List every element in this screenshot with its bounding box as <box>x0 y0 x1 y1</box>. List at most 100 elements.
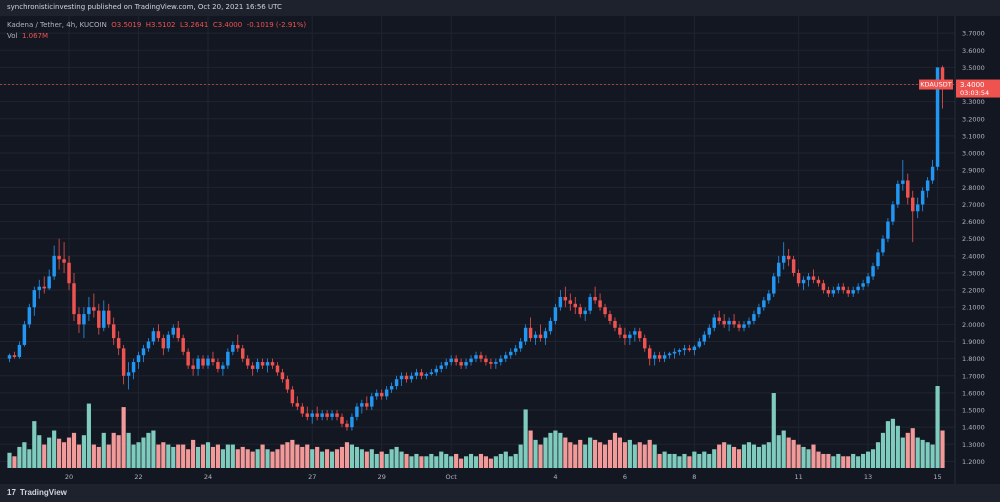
candle-body <box>553 307 558 321</box>
volume-bar <box>310 449 315 468</box>
chart-grid <box>0 16 955 470</box>
volume-bar <box>588 437 593 468</box>
volume-bar <box>439 451 444 468</box>
candle-body <box>513 348 518 352</box>
candle-body <box>772 276 776 294</box>
volume-bar <box>508 456 513 468</box>
volume-bar <box>106 444 111 468</box>
price-tick-label: 2.3000 <box>962 269 985 277</box>
volume-bar <box>176 444 181 468</box>
candle-body <box>67 262 71 284</box>
volume-bar <box>756 446 761 468</box>
volume-bar <box>275 449 280 468</box>
candle-body <box>439 365 443 369</box>
volume-bar <box>920 439 925 468</box>
candle-body <box>781 255 786 263</box>
volume-bar <box>295 444 300 468</box>
candle-body <box>469 358 473 363</box>
volume-bar <box>359 449 364 468</box>
volume-bar <box>771 393 776 468</box>
tradingview-brand[interactable]: 17 TradingView <box>7 488 67 497</box>
candle-body <box>707 327 711 335</box>
candle-body <box>121 348 126 376</box>
candle-body <box>379 392 384 397</box>
time-tick-label: 13 <box>864 473 872 481</box>
published-by-text: synchronisticinvesting published on Trad… <box>7 3 282 11</box>
volume-bar <box>156 444 161 468</box>
volume-bar <box>786 437 791 468</box>
symbol-badge-label: KDAUSDT <box>920 81 951 89</box>
candle-body <box>901 180 905 184</box>
candle-body <box>459 362 463 366</box>
candle-body <box>643 338 647 349</box>
candle-body <box>866 276 870 284</box>
ohlc-high: H3.5102 <box>145 21 176 29</box>
candle-body <box>136 355 141 363</box>
candle-body <box>87 307 91 315</box>
volume-bar <box>389 449 394 468</box>
candle-body <box>633 331 637 335</box>
volume-bar <box>81 435 87 468</box>
price-tick-label: 1.5000 <box>962 407 985 415</box>
volume-bar <box>22 442 27 468</box>
volume-bar <box>811 444 816 468</box>
volume-bar <box>885 421 891 468</box>
candle-body <box>568 300 573 304</box>
price-tick-label: 1.6000 <box>962 389 985 397</box>
symbol-name[interactable]: Kadena / Tether, 4h, KUCOIN <box>7 21 107 29</box>
volume-bar <box>856 456 861 468</box>
volume-label[interactable]: Vol <box>7 32 18 40</box>
candle-body <box>186 351 190 366</box>
candle-body <box>285 379 290 390</box>
candle-body <box>712 317 716 328</box>
candle-body <box>449 358 453 363</box>
candle-body <box>201 358 205 366</box>
volume-bar <box>66 437 72 468</box>
candle-body <box>940 67 945 85</box>
volume-bar <box>573 444 578 468</box>
volume-bar <box>459 458 464 468</box>
volume-bar <box>558 432 563 468</box>
candle-body <box>841 286 845 291</box>
candle-body <box>528 327 533 339</box>
candle-body <box>365 403 369 407</box>
candle-body <box>7 355 12 359</box>
candle-body <box>578 307 582 315</box>
candle-body <box>851 290 855 294</box>
volume-bar <box>131 444 136 468</box>
volume-bar <box>454 453 459 468</box>
volume-bar <box>280 444 285 468</box>
volume-bar <box>493 456 498 468</box>
price-tick-label: 1.3000 <box>962 441 985 449</box>
candle-body <box>489 362 493 364</box>
candle-body <box>836 286 841 291</box>
price-tick-label: 3.3000 <box>962 98 985 106</box>
volume-bar <box>846 456 851 468</box>
ohlc-change: -0.1019 (-2.91%) <box>246 21 307 29</box>
volume-bar <box>746 442 752 468</box>
price-tick-label: 1.8000 <box>962 355 985 363</box>
candle-body <box>146 341 151 349</box>
volume-bar <box>841 456 846 468</box>
volume-bar <box>895 425 900 468</box>
candle-body <box>538 334 543 339</box>
volume-bar <box>473 456 479 468</box>
volume-bar <box>722 442 727 468</box>
candle-body <box>638 331 642 339</box>
candle-body <box>657 355 662 359</box>
ohlc-open: O3.5019 <box>111 21 142 29</box>
volume-bar <box>890 418 895 468</box>
candle-body <box>523 327 528 342</box>
time-tick-label: 22 <box>134 473 142 481</box>
candle-body <box>558 296 563 308</box>
volume-bar <box>255 449 260 468</box>
candle-body <box>389 386 394 390</box>
price-tick-label: 1.4000 <box>962 424 985 432</box>
candle-body <box>618 327 622 335</box>
candle-body <box>454 358 458 363</box>
candle-body <box>722 320 726 325</box>
candle-body <box>767 293 771 301</box>
candle-body <box>672 351 677 354</box>
candle-body <box>12 355 17 357</box>
